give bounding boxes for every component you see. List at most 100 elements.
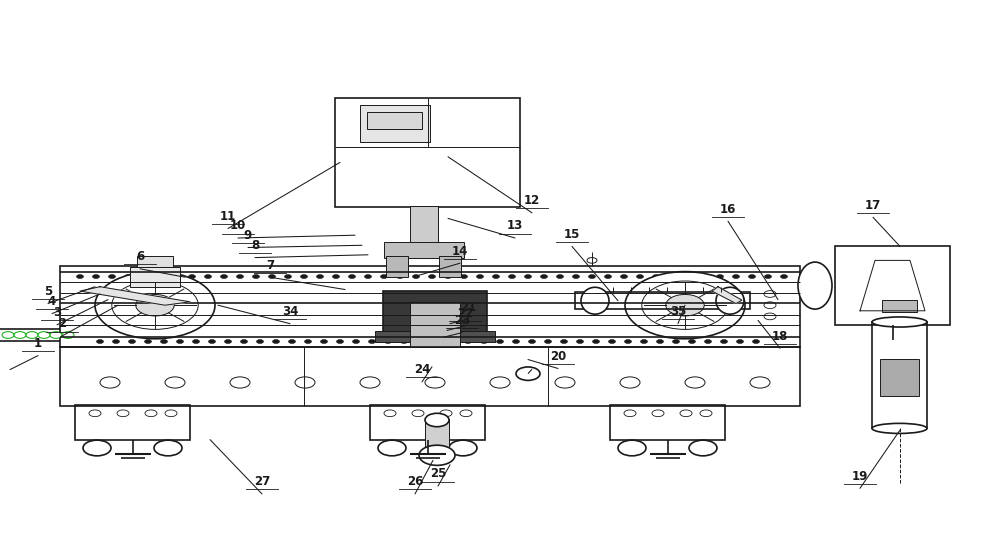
Circle shape bbox=[672, 339, 680, 343]
Circle shape bbox=[360, 377, 380, 388]
Circle shape bbox=[764, 313, 776, 320]
Text: 15: 15 bbox=[564, 228, 580, 241]
Circle shape bbox=[764, 302, 776, 309]
Circle shape bbox=[380, 274, 388, 278]
Bar bbox=[367, 112, 422, 129]
Circle shape bbox=[256, 339, 264, 343]
Ellipse shape bbox=[716, 287, 744, 314]
Circle shape bbox=[237, 274, 244, 278]
Circle shape bbox=[700, 274, 708, 278]
Circle shape bbox=[316, 274, 324, 278]
Circle shape bbox=[352, 339, 360, 343]
Circle shape bbox=[592, 339, 600, 343]
Bar bbox=[375, 331, 495, 342]
Circle shape bbox=[378, 440, 406, 456]
Circle shape bbox=[165, 410, 177, 417]
Circle shape bbox=[205, 274, 212, 278]
Circle shape bbox=[365, 274, 372, 278]
Ellipse shape bbox=[872, 317, 927, 327]
Circle shape bbox=[349, 274, 356, 278]
Circle shape bbox=[209, 339, 216, 343]
Circle shape bbox=[640, 339, 648, 343]
Circle shape bbox=[95, 272, 215, 339]
Circle shape bbox=[112, 281, 198, 329]
Text: 14: 14 bbox=[452, 245, 468, 258]
Circle shape bbox=[173, 274, 180, 278]
Bar bbox=[60, 347, 800, 406]
Bar bbox=[835, 246, 950, 325]
Circle shape bbox=[220, 274, 228, 278]
Bar bbox=[610, 405, 725, 440]
Circle shape bbox=[753, 339, 760, 343]
Text: 17: 17 bbox=[865, 199, 881, 212]
Text: 19: 19 bbox=[852, 470, 868, 483]
Text: 25: 25 bbox=[430, 468, 446, 480]
Circle shape bbox=[160, 339, 168, 343]
Circle shape bbox=[556, 274, 563, 278]
Circle shape bbox=[368, 339, 376, 343]
Circle shape bbox=[555, 377, 575, 388]
Circle shape bbox=[295, 377, 315, 388]
Circle shape bbox=[240, 339, 248, 343]
Circle shape bbox=[700, 410, 712, 417]
Text: 8: 8 bbox=[251, 239, 259, 252]
Text: 22: 22 bbox=[457, 307, 473, 320]
Circle shape bbox=[588, 274, 596, 278]
Circle shape bbox=[230, 377, 250, 388]
Bar bbox=[75, 405, 190, 440]
Circle shape bbox=[652, 274, 660, 278]
Circle shape bbox=[145, 410, 157, 417]
Circle shape bbox=[704, 339, 712, 343]
Circle shape bbox=[544, 339, 552, 343]
Circle shape bbox=[76, 274, 84, 278]
Circle shape bbox=[140, 274, 148, 278]
Circle shape bbox=[419, 445, 455, 465]
Circle shape bbox=[384, 339, 392, 343]
Circle shape bbox=[765, 274, 772, 278]
Circle shape bbox=[449, 440, 477, 456]
Text: 11: 11 bbox=[220, 210, 236, 223]
Circle shape bbox=[680, 410, 692, 417]
Circle shape bbox=[413, 274, 420, 278]
Circle shape bbox=[656, 339, 664, 343]
Bar bbox=[384, 242, 464, 258]
Bar bbox=[335, 98, 520, 207]
Circle shape bbox=[136, 295, 174, 316]
Circle shape bbox=[642, 281, 728, 329]
Text: 23: 23 bbox=[454, 314, 470, 327]
Circle shape bbox=[428, 274, 436, 278]
Circle shape bbox=[38, 332, 50, 338]
Bar bbox=[386, 256, 408, 277]
Circle shape bbox=[620, 274, 628, 278]
Text: 6: 6 bbox=[136, 250, 144, 263]
Circle shape bbox=[480, 339, 488, 343]
Bar bbox=[370, 405, 485, 440]
Circle shape bbox=[560, 339, 568, 343]
Circle shape bbox=[2, 332, 14, 338]
Ellipse shape bbox=[581, 287, 609, 314]
Circle shape bbox=[412, 410, 424, 417]
Circle shape bbox=[464, 339, 472, 343]
Circle shape bbox=[336, 339, 344, 343]
Text: 35: 35 bbox=[670, 305, 686, 318]
Bar bbox=[882, 300, 917, 312]
Bar bbox=[425, 419, 449, 455]
Circle shape bbox=[620, 377, 640, 388]
Circle shape bbox=[516, 367, 540, 380]
Circle shape bbox=[572, 274, 580, 278]
Circle shape bbox=[509, 274, 516, 278]
Bar bbox=[575, 292, 750, 309]
Bar bbox=[410, 302, 460, 347]
Circle shape bbox=[637, 274, 644, 278]
Circle shape bbox=[624, 339, 632, 343]
Circle shape bbox=[252, 274, 260, 278]
Circle shape bbox=[417, 339, 424, 343]
Circle shape bbox=[444, 274, 452, 278]
Circle shape bbox=[26, 332, 38, 338]
Text: 7: 7 bbox=[266, 259, 274, 272]
Circle shape bbox=[62, 332, 74, 338]
Bar bbox=[872, 322, 927, 428]
Circle shape bbox=[625, 272, 745, 339]
Circle shape bbox=[720, 339, 728, 343]
Circle shape bbox=[490, 377, 510, 388]
